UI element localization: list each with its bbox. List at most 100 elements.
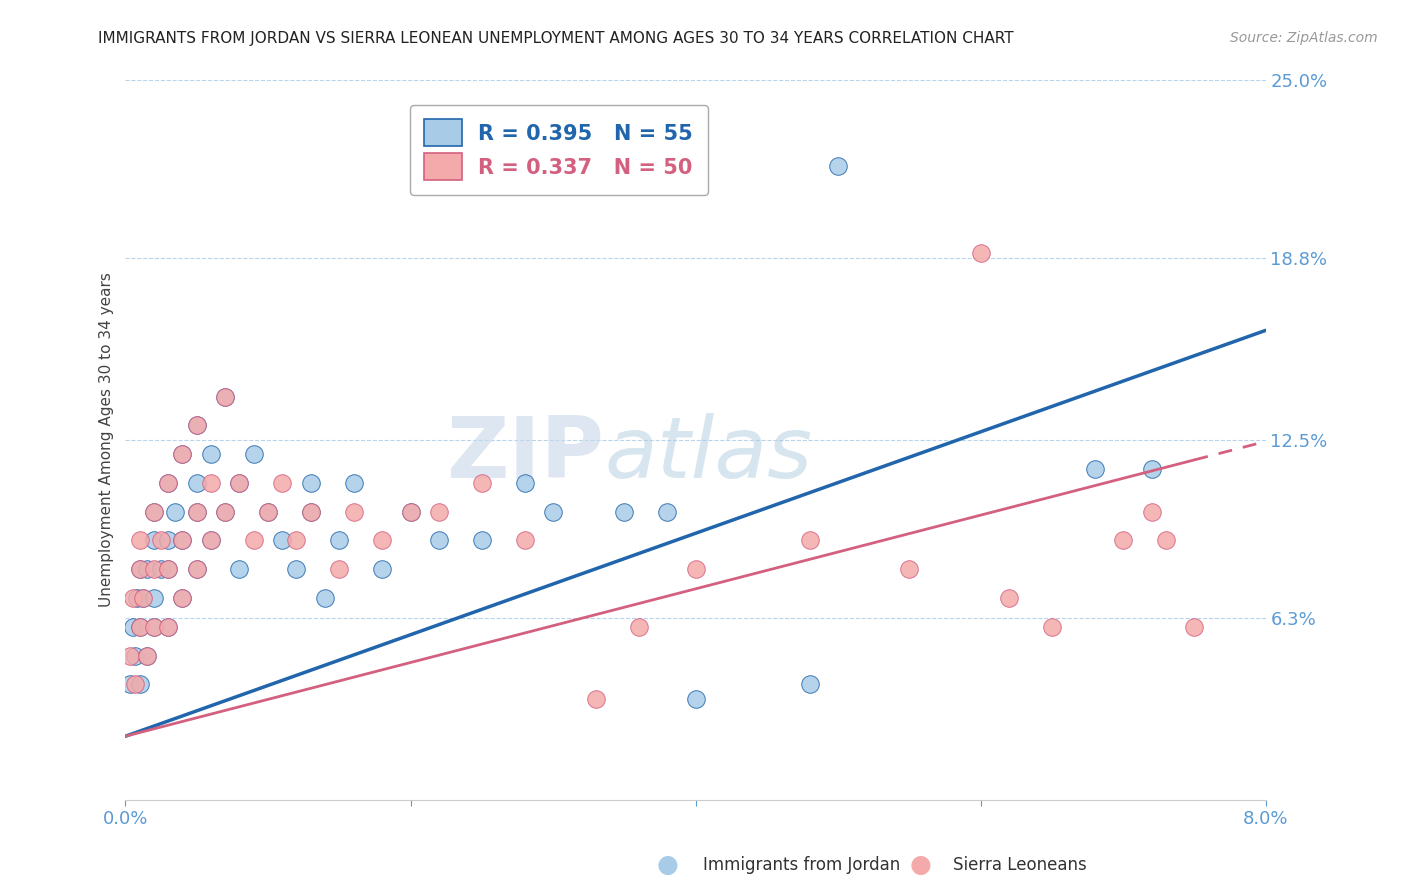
Point bbox=[172, 591, 194, 605]
Point bbox=[799, 677, 821, 691]
Point bbox=[157, 475, 180, 490]
Point bbox=[124, 648, 146, 663]
Point bbox=[131, 591, 153, 605]
Point bbox=[118, 677, 141, 691]
Point bbox=[655, 505, 678, 519]
Point bbox=[186, 418, 208, 433]
Text: IMMIGRANTS FROM JORDAN VS SIERRA LEONEAN UNEMPLOYMENT AMONG AGES 30 TO 34 YEARS : IMMIGRANTS FROM JORDAN VS SIERRA LEONEAN… bbox=[98, 31, 1014, 46]
Point bbox=[143, 505, 166, 519]
Point bbox=[1140, 505, 1163, 519]
Point bbox=[1040, 620, 1063, 634]
Text: ZIP: ZIP bbox=[447, 413, 605, 496]
Point bbox=[257, 505, 280, 519]
Point bbox=[471, 475, 494, 490]
Point bbox=[157, 562, 180, 576]
Point bbox=[285, 533, 308, 548]
Point bbox=[121, 591, 143, 605]
Legend: R = 0.395   N = 55, R = 0.337   N = 50: R = 0.395 N = 55, R = 0.337 N = 50 bbox=[409, 104, 707, 194]
Point bbox=[214, 505, 236, 519]
Point bbox=[200, 475, 222, 490]
Point bbox=[157, 475, 180, 490]
Point bbox=[135, 648, 157, 663]
Point bbox=[585, 691, 607, 706]
Point bbox=[186, 418, 208, 433]
Point bbox=[143, 533, 166, 548]
Point bbox=[228, 562, 250, 576]
Point bbox=[1154, 533, 1177, 548]
Point bbox=[627, 620, 650, 634]
Point bbox=[342, 505, 364, 519]
Point bbox=[172, 533, 194, 548]
Point bbox=[157, 620, 180, 634]
Point bbox=[285, 562, 308, 576]
Point bbox=[143, 591, 166, 605]
Y-axis label: Unemployment Among Ages 30 to 34 years: Unemployment Among Ages 30 to 34 years bbox=[100, 272, 114, 607]
Point bbox=[898, 562, 921, 576]
Point bbox=[143, 620, 166, 634]
Point bbox=[135, 648, 157, 663]
Point bbox=[172, 447, 194, 461]
Text: Immigrants from Jordan: Immigrants from Jordan bbox=[703, 856, 900, 874]
Point bbox=[427, 505, 450, 519]
Point bbox=[128, 677, 150, 691]
Point bbox=[228, 475, 250, 490]
Point bbox=[427, 533, 450, 548]
Point bbox=[799, 533, 821, 548]
Point bbox=[1140, 461, 1163, 475]
Point bbox=[172, 591, 194, 605]
Point bbox=[143, 562, 166, 576]
Point bbox=[172, 447, 194, 461]
Point bbox=[186, 562, 208, 576]
Point bbox=[150, 533, 173, 548]
Point bbox=[172, 533, 194, 548]
Point bbox=[157, 533, 180, 548]
Point bbox=[228, 475, 250, 490]
Point bbox=[186, 562, 208, 576]
Point bbox=[685, 562, 707, 576]
Point bbox=[541, 505, 564, 519]
Point bbox=[157, 620, 180, 634]
Point bbox=[118, 648, 141, 663]
Point bbox=[242, 533, 264, 548]
Text: atlas: atlas bbox=[605, 413, 813, 496]
Point bbox=[128, 620, 150, 634]
Point bbox=[969, 245, 991, 260]
Point bbox=[371, 562, 394, 576]
Point bbox=[613, 505, 636, 519]
Point bbox=[513, 533, 536, 548]
Point bbox=[186, 475, 208, 490]
Point bbox=[257, 505, 280, 519]
Point bbox=[299, 475, 322, 490]
Point bbox=[998, 591, 1021, 605]
Point bbox=[200, 447, 222, 461]
Text: Sierra Leoneans: Sierra Leoneans bbox=[953, 856, 1087, 874]
Point bbox=[128, 562, 150, 576]
Point bbox=[157, 562, 180, 576]
Point bbox=[165, 505, 187, 519]
Point bbox=[342, 475, 364, 490]
Point bbox=[128, 562, 150, 576]
Point bbox=[214, 505, 236, 519]
Point bbox=[399, 505, 422, 519]
Point bbox=[685, 691, 707, 706]
Point bbox=[513, 475, 536, 490]
Point bbox=[128, 620, 150, 634]
Point bbox=[150, 562, 173, 576]
Text: ●: ● bbox=[910, 854, 932, 877]
Point bbox=[371, 533, 394, 548]
Point bbox=[131, 591, 153, 605]
Point bbox=[471, 533, 494, 548]
Point bbox=[143, 620, 166, 634]
Point bbox=[1182, 620, 1205, 634]
Text: ●: ● bbox=[657, 854, 679, 877]
Point bbox=[200, 533, 222, 548]
Point bbox=[214, 390, 236, 404]
Point bbox=[1112, 533, 1135, 548]
Point bbox=[314, 591, 336, 605]
Point bbox=[186, 505, 208, 519]
Point bbox=[827, 159, 849, 173]
Point bbox=[271, 533, 294, 548]
Point bbox=[299, 505, 322, 519]
Point bbox=[328, 562, 350, 576]
Point bbox=[271, 475, 294, 490]
